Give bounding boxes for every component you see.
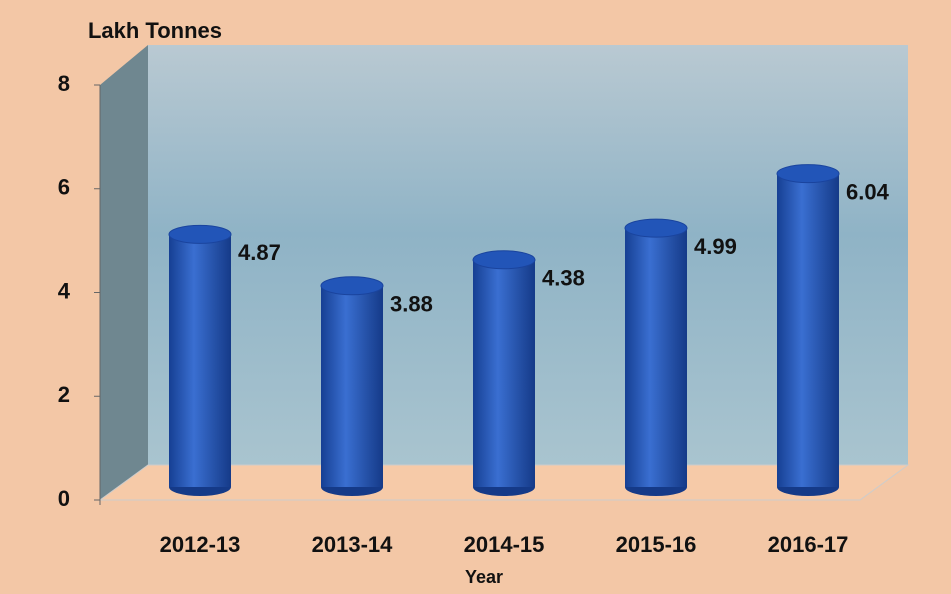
bar-top (625, 219, 687, 237)
x-axis-title: Year (465, 567, 503, 587)
bar (625, 228, 687, 487)
y-axis-title: Lakh Tonnes (88, 18, 222, 43)
side-wall (100, 45, 148, 500)
bar (321, 286, 383, 487)
value-label: 6.04 (846, 179, 890, 204)
value-label: 3.88 (390, 292, 433, 317)
y-tick-label: 2 (58, 382, 70, 407)
y-tick-label: 6 (58, 175, 70, 200)
y-tick-label: 8 (58, 71, 70, 96)
x-tick-label: 2014-15 (464, 532, 545, 557)
bar-top (321, 277, 383, 295)
bar (169, 234, 231, 487)
bar-top (777, 165, 839, 183)
x-tick-label: 2015-16 (616, 532, 697, 557)
x-tick-label: 2012-13 (160, 532, 241, 557)
bar (777, 174, 839, 487)
bar (473, 260, 535, 487)
bar-top (169, 225, 231, 243)
bar-top (473, 251, 535, 269)
chart: Lakh Tonnes Year 0 2 4 6 8 2012-13 4.87 2013-14… (0, 0, 951, 594)
x-tick-label: 2013-14 (312, 532, 394, 557)
value-label: 4.99 (694, 234, 737, 259)
value-label: 4.87 (238, 240, 281, 265)
x-tick-label: 2016-17 (768, 532, 849, 557)
page: {"chart_data": {"type": "bar", "title": … (0, 0, 951, 594)
y-tick-label: 0 (58, 486, 70, 511)
y-tick-label: 4 (58, 278, 71, 303)
value-label: 4.38 (542, 266, 585, 291)
